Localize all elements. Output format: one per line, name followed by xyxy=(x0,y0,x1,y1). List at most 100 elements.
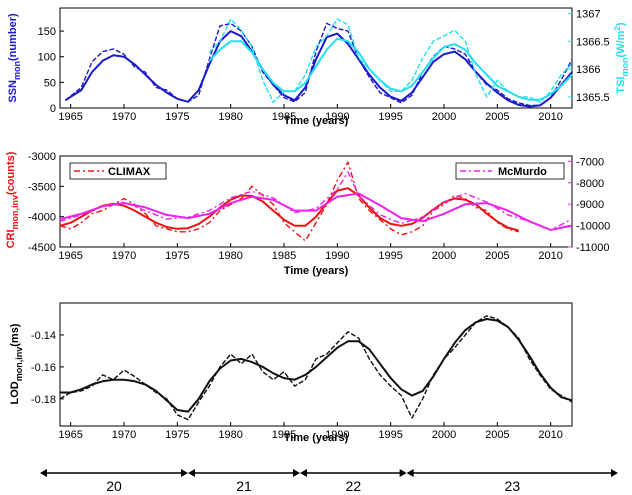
legend-mcmurdo: McMurdo xyxy=(455,162,565,180)
y-tick-label-left: 0 xyxy=(50,103,56,115)
x-tick-label: 2010 xyxy=(538,250,562,262)
x-tick-label: 2000 xyxy=(432,111,456,123)
y-tick-label-right: -9000 xyxy=(576,199,604,211)
x-tick-label: 1970 xyxy=(112,111,136,123)
tsi-label-unit: (W/m xyxy=(615,30,627,57)
x-tick-label: 1965 xyxy=(58,429,82,441)
y-tick-label-right: 1365.5 xyxy=(576,92,610,104)
legend-mcmurdo-box xyxy=(455,162,565,180)
x-tick-label: 1980 xyxy=(218,111,242,123)
y-tick-label-left: -4500 xyxy=(28,242,56,254)
x-tick-label: 1995 xyxy=(378,429,402,441)
y-tick-label-right: -7000 xyxy=(576,156,604,168)
ssn-label-unit: (number) xyxy=(7,13,19,61)
cri-label-unit: (counts) xyxy=(5,151,17,195)
y-tick-label-right: -8000 xyxy=(576,178,604,190)
cycle-arrowhead-left xyxy=(406,469,414,477)
cycle-label: 20 xyxy=(106,478,122,494)
y-tick-label-right: -10000 xyxy=(576,221,610,233)
x-tick-label: 2005 xyxy=(485,250,509,262)
x-tick-label: 1985 xyxy=(272,111,296,123)
x-tick-label: 1980 xyxy=(218,429,242,441)
cycle-label: 23 xyxy=(505,478,521,494)
panel-lod-ylabel: LODmon,inv(ms) xyxy=(9,323,24,404)
series-line-p2-3 xyxy=(59,192,573,231)
tsi-label-close: ) xyxy=(615,22,627,26)
tsi-label-sub: mon xyxy=(620,57,630,76)
cycle-arrowhead-right xyxy=(399,469,407,477)
series-line-p1-2 xyxy=(208,18,573,104)
x-tick-label: 1965 xyxy=(58,250,82,262)
legend-climax-label: CLIMAX xyxy=(108,166,151,178)
panel-ssn-tsi-xlabel: Time (years) xyxy=(284,115,349,127)
x-tick-label: 1970 xyxy=(112,250,136,262)
y-tick-label-left: -3000 xyxy=(28,151,56,163)
cycle-arrowhead-right xyxy=(293,469,300,477)
x-tick-label: 1975 xyxy=(165,250,189,262)
series-line-p1-1 xyxy=(64,30,573,108)
y-tick-label-left: -0.18 xyxy=(31,394,56,406)
x-tick-label: 2000 xyxy=(432,429,456,441)
cycle-arrowhead-left xyxy=(40,469,47,477)
x-tick-label: 1995 xyxy=(378,250,402,262)
series-line-p2-2 xyxy=(59,171,573,231)
x-tick-label: 2005 xyxy=(485,429,509,441)
series-line-p1-0 xyxy=(64,22,573,107)
x-tick-label: 1975 xyxy=(165,429,189,441)
cri-label-main: CRI xyxy=(5,229,17,248)
x-tick-label: 2010 xyxy=(538,111,562,123)
y-tick-label-right: 1366 xyxy=(576,64,600,76)
legend-climax: CLIMAX xyxy=(69,162,167,180)
x-tick-label: 1995 xyxy=(378,111,402,123)
panel-ssn-tsi-ylabel-left: SSNmon(number) xyxy=(7,13,22,103)
ssn-label-main: SSN xyxy=(7,80,19,103)
x-tick-label: 1970 xyxy=(112,429,136,441)
panel-cri-frame xyxy=(59,155,573,248)
tsi-label-main: TSI xyxy=(615,76,627,93)
x-tick-label: 2005 xyxy=(485,111,509,123)
series-line-p2-1 xyxy=(59,187,519,232)
legend-climax-box xyxy=(69,162,167,180)
lod-label-sub: mon,inv xyxy=(14,347,24,382)
cycle-arrowhead-right xyxy=(611,469,618,477)
panel-cri-ylabel: CRImon,inv(counts) xyxy=(5,151,20,248)
y-tick-label-left: 50 xyxy=(44,77,56,89)
x-tick-label: 1990 xyxy=(325,250,349,262)
x-tick-label: 1990 xyxy=(325,429,349,441)
panel-lod-xlabel: Time (years) xyxy=(284,432,349,444)
y-tick-label-left: -4000 xyxy=(28,212,56,224)
y-tick-label-left: -3500 xyxy=(28,181,56,193)
panel-lod: 1965 1970 1975 1980 1985 1990 1995 2000 2005 2010… xyxy=(9,302,573,444)
x-tick-label: 1965 xyxy=(58,111,82,123)
panel-ssn-tsi: 1965 1970 1975 1980 1985 1990 1995 2000 2005 2010… xyxy=(7,7,630,127)
y-tick-label-left: 100 xyxy=(38,52,56,64)
x-tick-label: 2010 xyxy=(538,429,562,441)
y-tick-label-left: -0.14 xyxy=(31,330,56,342)
panel-cri-xlabel: Time (years) xyxy=(284,265,349,277)
series-line-p1-3 xyxy=(208,37,573,101)
legend-mcmurdo-label: McMurdo xyxy=(498,166,547,178)
y-tick-label-left: 150 xyxy=(38,26,56,38)
panel-cri: 1965 1970 1975 1980 1985 1990 1995 2000 2005 2010… xyxy=(5,151,610,277)
cycle-arrowhead-right xyxy=(181,469,188,477)
cycle-arrowhead-left xyxy=(188,469,195,477)
x-tick-label: 1990 xyxy=(325,111,349,123)
x-tick-label: 1975 xyxy=(165,111,189,123)
lod-label-main: LOD xyxy=(9,381,21,404)
panel-ssn-tsi-frame xyxy=(59,7,573,109)
lod-label-unit: (ms) xyxy=(9,323,21,347)
panel-ssn-tsi-ylabel-right: TSImon(W/m2) xyxy=(613,22,630,93)
cycle-arrowhead-left xyxy=(300,469,307,477)
y-tick-label-right: 1366.5 xyxy=(576,36,610,48)
x-tick-label: 1985 xyxy=(272,250,296,262)
y-tick-label-left: -0.16 xyxy=(31,362,56,374)
y-tick-label-right: -11000 xyxy=(576,242,609,254)
ssn-label-sub: mon xyxy=(12,61,22,80)
x-tick-label: 1980 xyxy=(218,250,242,262)
cri-label-sub: mon,inv xyxy=(10,195,20,230)
x-tick-label: 1985 xyxy=(272,429,296,441)
y-tick-label-right: 1367 xyxy=(576,9,600,21)
x-tick-label: 2000 xyxy=(432,250,456,262)
cycle-label: 21 xyxy=(236,478,252,494)
